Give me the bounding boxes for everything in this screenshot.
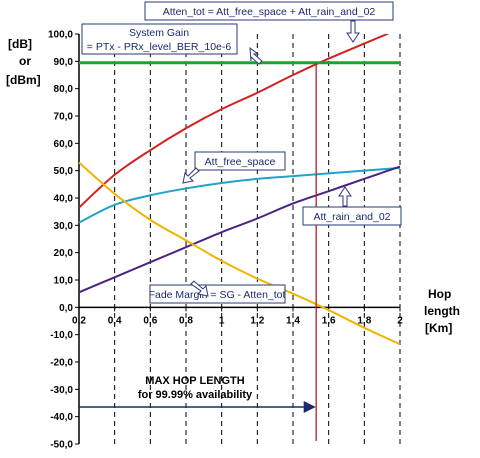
max-hop-sublabel: for 99.99% availability — [138, 389, 253, 401]
x-axis-label: length — [424, 304, 460, 318]
system-gain-title: System Gain — [129, 27, 189, 39]
y-tick-label: 0,0 — [59, 303, 73, 314]
x-tick-label: 0,2 — [72, 315, 86, 326]
y-tick-label: 60,0 — [54, 139, 74, 150]
x-tick-label: 1,4 — [286, 315, 300, 326]
y-tick-label: 30,0 — [54, 221, 74, 232]
y-axis-label: or — [19, 54, 31, 68]
x-tick-label: 0,4 — [108, 315, 122, 326]
y-tick-label: -10,0 — [50, 330, 73, 341]
x-tick-label: 1,8 — [357, 315, 371, 326]
atten-tot-arrow — [346, 20, 360, 43]
y-tick-label: 10,0 — [54, 276, 74, 287]
y-tick-label: 50,0 — [54, 166, 74, 177]
fade-margin-arrow — [190, 280, 209, 297]
y-tick-label: -40,0 — [50, 412, 73, 423]
y-tick-label: 20,0 — [54, 248, 74, 259]
annotations: MAX HOP LENGTH for 99.99% availability Sys… — [79, 1, 402, 441]
y-tick-label: -50,0 — [50, 440, 73, 451]
series — [78, 34, 401, 346]
att-free-space-box — [194, 151, 286, 171]
y-axis-label: [dB] — [8, 37, 32, 51]
system-gain-arrow — [249, 46, 263, 65]
y-tick-label: -20,0 — [50, 358, 73, 369]
atten-tot-label: Atten_tot = Att_free_space + Att_rain_an… — [163, 6, 376, 18]
y-tick-label: 80,0 — [54, 84, 74, 95]
y-tick-label: 40,0 — [54, 194, 74, 205]
atten-tot-line — [79, 34, 390, 209]
x-axis-label: Hop — [428, 287, 451, 301]
att-rain-line — [78, 165, 401, 294]
x-tick-label: 0,6 — [143, 315, 157, 326]
fade-margin-line — [78, 161, 401, 346]
y-tick-label: 100,0 — [48, 30, 73, 41]
y-tick-label: 90,0 — [54, 57, 74, 68]
y-tick-label: -30,0 — [50, 385, 73, 396]
att-rain-label: Att_rain_and_02 — [313, 211, 390, 223]
x-tick-label: 1,6 — [322, 315, 336, 326]
y-tick-label: 70,0 — [54, 112, 74, 123]
y-axis-label: [dBm] — [6, 73, 41, 87]
x-tick-label: 1,2 — [250, 315, 264, 326]
att-rain-box — [302, 206, 402, 226]
x-tick-label: 0,8 — [179, 315, 193, 326]
axes: -50,0 -40,0 -30,0 -20,0 -10,0 0,0 10,0 20,0 30,0… — [6, 30, 460, 451]
fade-margin-label: Fade Margin = SG - Atten_tot — [149, 289, 286, 301]
system-gain-box — [81, 23, 238, 55]
max-hop-label: MAX HOP LENGTH — [145, 375, 244, 387]
att-rain-arrow — [338, 186, 352, 207]
x-axis-label: [Km] — [425, 321, 452, 335]
att-free-space-line — [78, 166, 401, 224]
atten-tot-box — [144, 1, 394, 21]
x-tick-label: 1 — [219, 315, 225, 326]
x-tick-label: 2 — [397, 315, 403, 326]
system-gain-formula: = PTx - PRx_level_BER_10e-6 — [87, 41, 232, 53]
att-free-space-arrow — [182, 167, 200, 184]
fade-margin-box — [149, 284, 286, 304]
att-free-space-label: Att_free_space — [205, 156, 276, 168]
